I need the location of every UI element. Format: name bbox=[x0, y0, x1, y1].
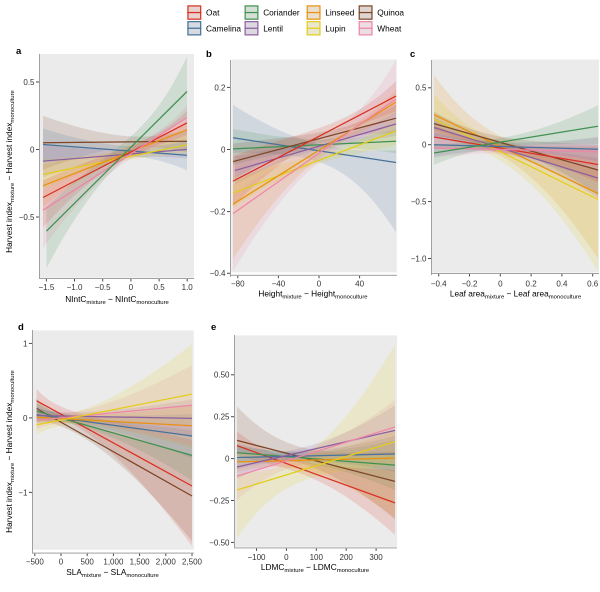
svg-text:Lentil: Lentil bbox=[263, 23, 283, 33]
svg-text:d: d bbox=[18, 322, 24, 333]
svg-text:200: 200 bbox=[340, 553, 354, 562]
svg-text:−1.0: −1.0 bbox=[67, 283, 83, 292]
svg-text:−1: −1 bbox=[18, 488, 28, 497]
svg-text:Lupin: Lupin bbox=[325, 23, 346, 33]
svg-text:−0.2: −0.2 bbox=[210, 208, 226, 217]
svg-text:−0.5: −0.5 bbox=[95, 283, 111, 292]
svg-text:−1.5: −1.5 bbox=[39, 283, 55, 292]
svg-text:0: 0 bbox=[129, 283, 134, 292]
svg-text:1.0: 1.0 bbox=[182, 283, 194, 292]
svg-text:−40: −40 bbox=[272, 279, 286, 288]
svg-text:Oat: Oat bbox=[206, 8, 220, 18]
svg-text:1: 1 bbox=[23, 339, 28, 348]
svg-text:300: 300 bbox=[369, 553, 383, 562]
svg-text:0: 0 bbox=[422, 141, 427, 150]
svg-text:100: 100 bbox=[310, 553, 324, 562]
svg-text:−0.4: −0.4 bbox=[210, 269, 226, 278]
svg-text:−80: −80 bbox=[231, 279, 245, 288]
svg-text:NIntCmixture − NIntCmonocultur: NIntCmixture − NIntCmonoculture bbox=[65, 294, 169, 306]
svg-text:40: 40 bbox=[355, 279, 364, 288]
svg-text:−0.5: −0.5 bbox=[19, 213, 35, 222]
svg-text:0: 0 bbox=[225, 455, 230, 464]
svg-text:−500: −500 bbox=[26, 557, 45, 566]
svg-text:0.6: 0.6 bbox=[587, 279, 599, 288]
svg-text:0.5: 0.5 bbox=[154, 283, 166, 292]
svg-text:0: 0 bbox=[317, 279, 322, 288]
svg-text:Wheat: Wheat bbox=[377, 23, 402, 33]
svg-text:SLAmixture − SLAmonoculture: SLAmixture − SLAmonoculture bbox=[66, 567, 159, 579]
svg-text:0.5: 0.5 bbox=[415, 84, 427, 93]
svg-text:−0.25: −0.25 bbox=[209, 496, 230, 505]
svg-text:0: 0 bbox=[23, 414, 28, 423]
svg-text:0: 0 bbox=[498, 279, 503, 288]
svg-text:2,000: 2,000 bbox=[156, 557, 177, 566]
svg-text:e: e bbox=[211, 322, 216, 333]
svg-text:−0.50: −0.50 bbox=[209, 538, 230, 547]
svg-text:0.25: 0.25 bbox=[214, 413, 230, 422]
svg-text:1,000: 1,000 bbox=[103, 557, 124, 566]
svg-text:0: 0 bbox=[30, 145, 35, 154]
svg-text:Harvest indexmixture − Harvest: Harvest indexmixture − Harvest indexmono… bbox=[4, 369, 16, 532]
svg-text:a: a bbox=[16, 46, 22, 57]
svg-text:−0.4: −0.4 bbox=[431, 279, 447, 288]
svg-text:0: 0 bbox=[284, 553, 289, 562]
svg-text:0.2: 0.2 bbox=[214, 83, 226, 92]
svg-text:0.2: 0.2 bbox=[526, 279, 538, 288]
svg-text:b: b bbox=[206, 49, 212, 60]
svg-text:Quinoa: Quinoa bbox=[377, 8, 404, 18]
svg-text:500: 500 bbox=[81, 557, 95, 566]
svg-text:0.4: 0.4 bbox=[556, 279, 568, 288]
svg-text:LDMCmixture − LDMCmonoculture: LDMCmixture − LDMCmonoculture bbox=[261, 562, 370, 574]
svg-text:−0.2: −0.2 bbox=[462, 279, 478, 288]
svg-text:−1.0: −1.0 bbox=[411, 254, 427, 263]
svg-text:0: 0 bbox=[59, 557, 64, 566]
svg-text:0.5: 0.5 bbox=[23, 78, 35, 87]
svg-text:0: 0 bbox=[221, 145, 226, 154]
svg-text:Coriander: Coriander bbox=[263, 8, 300, 18]
svg-text:Leaf areamixture − Leaf areamo: Leaf areamixture − Leaf areamonoculture bbox=[450, 289, 582, 301]
svg-text:2,500: 2,500 bbox=[182, 557, 203, 566]
svg-text:Camelina: Camelina bbox=[206, 23, 241, 33]
svg-text:Heightmixture − Heightmonocult: Heightmixture − Heightmonoculture bbox=[258, 289, 368, 301]
svg-text:Harvest indexmixture − Harvest: Harvest indexmixture − Harvest indexmono… bbox=[4, 89, 16, 252]
svg-text:−100: −100 bbox=[247, 553, 266, 562]
svg-text:Linseed: Linseed bbox=[325, 8, 354, 18]
svg-text:c: c bbox=[410, 49, 415, 60]
svg-text:1,500: 1,500 bbox=[130, 557, 151, 566]
svg-text:−0.5: −0.5 bbox=[411, 198, 427, 207]
svg-text:0.50: 0.50 bbox=[214, 371, 230, 380]
